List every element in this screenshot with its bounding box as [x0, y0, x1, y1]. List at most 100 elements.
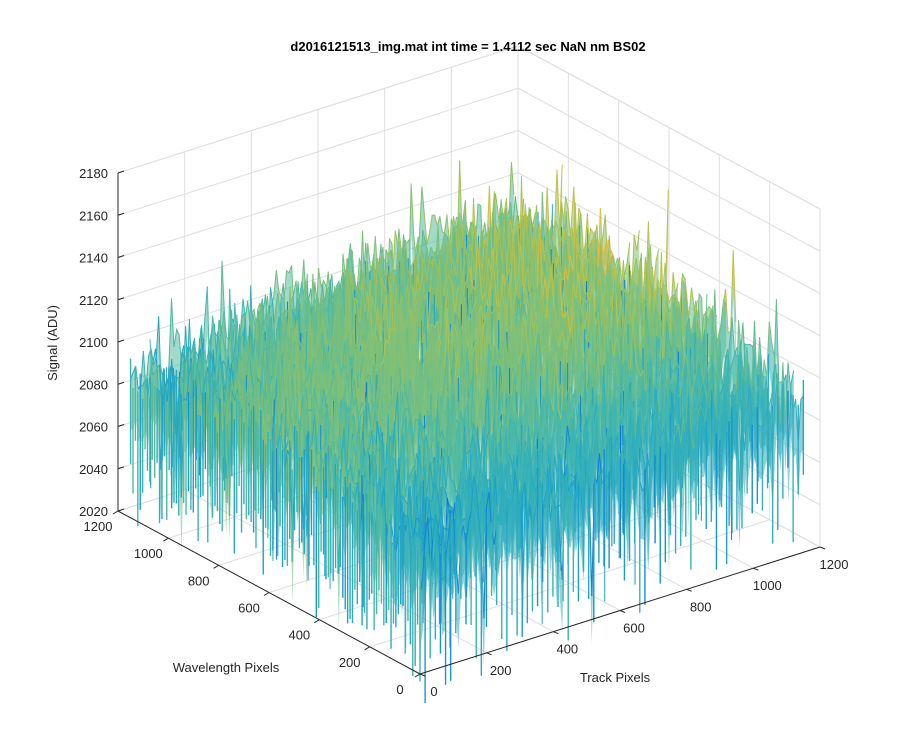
surface-line — [578, 372, 593, 438]
surface-line — [680, 287, 695, 331]
surface-line — [447, 276, 461, 315]
surface-line — [524, 481, 539, 517]
chart-title: d2016121513_img.mat int time = 1.4112 se… — [290, 39, 645, 54]
surface-line — [531, 447, 545, 482]
z-tick-mark — [117, 212, 125, 216]
surface-line — [626, 230, 640, 299]
z-tick-mark — [117, 339, 125, 343]
surface-line — [457, 403, 472, 501]
surface-line — [403, 414, 417, 481]
surface-line — [550, 437, 565, 498]
surface-line — [534, 412, 548, 450]
surface-line — [310, 388, 324, 451]
z-tick-mark — [117, 255, 125, 258]
surface-line — [332, 439, 347, 492]
surface-line — [422, 408, 436, 475]
surface-line — [498, 281, 513, 330]
z-tick-label: 2120 — [79, 293, 108, 308]
surface-line — [508, 488, 523, 510]
y-tick-mark — [213, 564, 219, 569]
surface-line — [226, 309, 240, 390]
box-edge — [517, 45, 821, 210]
surface-line — [576, 424, 590, 486]
axes-layer — [112, 170, 826, 678]
surface-line — [371, 434, 385, 500]
x-tick-label: 1200 — [820, 557, 849, 572]
surface-line — [517, 316, 532, 388]
surface-line — [556, 330, 570, 351]
surface-line — [149, 339, 164, 377]
surface-layer — [129, 160, 805, 704]
surface-line — [550, 351, 564, 420]
y-tick-label: 600 — [238, 601, 260, 616]
surface-line — [533, 324, 548, 367]
surface-line — [432, 513, 447, 574]
x-tick-label: 600 — [623, 621, 645, 636]
surface-line — [694, 378, 708, 411]
z-tick-mark — [117, 466, 125, 470]
surface-line — [434, 259, 448, 382]
surface-line — [410, 507, 424, 552]
x-tick-mark — [619, 610, 626, 613]
surface-line — [309, 334, 324, 401]
z-tick-mark — [117, 297, 125, 301]
surface-line — [335, 352, 350, 408]
x-tick-mark — [486, 652, 492, 656]
surface-line — [671, 379, 686, 489]
surface-line — [344, 265, 359, 363]
surface-line — [655, 299, 669, 337]
surface-line — [528, 426, 542, 557]
surface-line — [425, 444, 440, 472]
surface-line — [562, 382, 577, 435]
surface-line — [362, 451, 376, 545]
surface-line — [473, 353, 487, 427]
surface-line — [629, 320, 644, 377]
wall-gridline-signal — [117, 172, 519, 301]
x-axis-label: Track Pixels — [580, 670, 651, 685]
z-axis-label: Signal (ADU) — [45, 305, 60, 381]
surface-line — [432, 457, 446, 501]
surface-line — [777, 362, 792, 426]
y-tick-label: 800 — [188, 573, 210, 588]
z-tick-label: 2100 — [79, 335, 108, 350]
y-tick-mark — [163, 537, 169, 542]
surface-line — [585, 447, 600, 485]
surface-line — [537, 340, 551, 405]
surface-line — [539, 266, 554, 292]
surface-line — [716, 365, 731, 481]
surface-line — [591, 409, 606, 467]
y-tick-label: 0 — [396, 682, 403, 697]
surface-line — [380, 327, 394, 366]
surface-line — [665, 360, 679, 397]
surface-line — [424, 214, 438, 245]
surface-line — [662, 415, 677, 453]
floor-gridline-wavelength — [369, 519, 770, 648]
surface-line — [326, 423, 340, 460]
z-tick-label: 2040 — [79, 462, 108, 477]
y-tick-mark — [364, 646, 370, 651]
surface-line — [287, 384, 302, 445]
y-tick-mark — [112, 510, 119, 515]
surface-line — [348, 387, 363, 462]
surface-line — [168, 298, 183, 366]
surface-line — [745, 368, 759, 396]
surface-line — [451, 425, 465, 470]
x-tick-label: 800 — [690, 599, 712, 614]
surface-line — [303, 414, 318, 537]
surface-line — [562, 220, 576, 306]
surface-line — [623, 431, 638, 476]
z-tick-label: 2160 — [79, 208, 108, 223]
z-tick-label: 2140 — [79, 251, 108, 266]
y-tick-label: 200 — [339, 655, 361, 670]
surface-line — [316, 403, 331, 461]
surface-line — [447, 456, 462, 494]
surface-line — [239, 372, 254, 417]
surface-line — [265, 359, 279, 502]
surface-line — [559, 277, 574, 336]
surface-line — [505, 394, 520, 431]
wall-gridline-signal — [517, 130, 821, 294]
z-tick-label: 2080 — [79, 377, 108, 392]
wall-gridline-signal — [517, 172, 821, 337]
surface-line — [761, 321, 775, 393]
z-tick-label: 2180 — [79, 166, 108, 181]
